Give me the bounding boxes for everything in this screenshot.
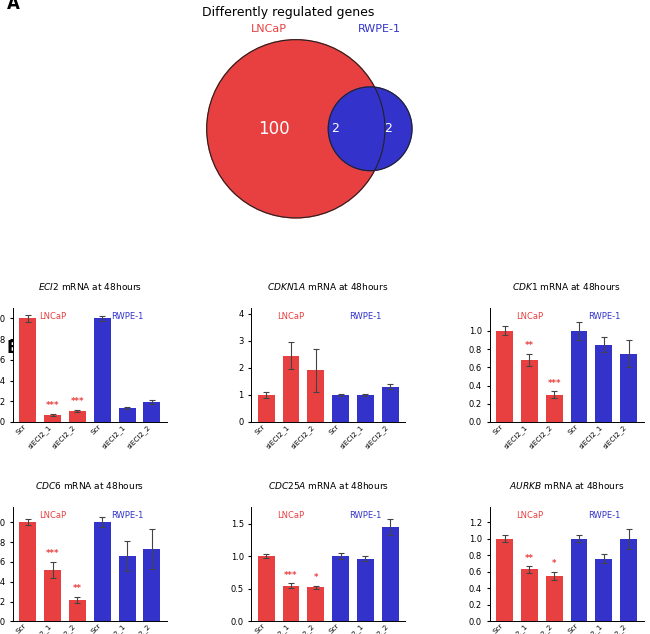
Bar <box>307 588 324 621</box>
Text: 2: 2 <box>384 122 391 135</box>
Text: LNCaP: LNCaP <box>278 311 305 321</box>
Bar <box>20 522 36 621</box>
Bar <box>357 559 374 621</box>
Bar <box>595 559 612 621</box>
Bar <box>69 600 86 621</box>
Bar <box>332 395 349 422</box>
Text: ***: *** <box>284 571 298 579</box>
Title: $\it{CDK1}$ mRNA at 48hours: $\it{CDK1}$ mRNA at 48hours <box>512 281 621 292</box>
Bar <box>357 395 374 422</box>
Text: RWPE-1: RWPE-1 <box>349 511 382 520</box>
Text: ***: *** <box>46 550 59 559</box>
Bar <box>258 395 275 422</box>
Circle shape <box>328 87 412 171</box>
Bar <box>144 403 161 422</box>
Bar <box>144 549 161 621</box>
Title: $\it{ECI2}$ mRNA at 48hours: $\it{ECI2}$ mRNA at 48hours <box>38 281 142 292</box>
Bar <box>595 344 612 422</box>
Bar <box>332 556 349 621</box>
Text: RWPE-1: RWPE-1 <box>358 24 401 34</box>
Text: ***: *** <box>71 397 84 406</box>
Text: RWPE-1: RWPE-1 <box>111 511 143 520</box>
Bar <box>571 331 588 422</box>
Bar <box>521 360 538 422</box>
Text: LNCaP: LNCaP <box>39 311 66 321</box>
Bar <box>382 527 398 621</box>
Bar <box>620 539 637 621</box>
Bar <box>44 570 61 621</box>
Title: $\it{AURKB}$ mRNA at 48hours: $\it{AURKB}$ mRNA at 48hours <box>509 481 624 491</box>
Bar <box>283 586 300 621</box>
Text: LNCaP: LNCaP <box>251 24 287 34</box>
Bar <box>69 411 86 422</box>
Bar <box>571 539 588 621</box>
Text: *: * <box>552 559 556 568</box>
Text: **: ** <box>525 341 534 350</box>
Bar <box>44 415 61 422</box>
Bar <box>496 539 513 621</box>
Text: 100: 100 <box>259 120 290 138</box>
Text: RWPE-1: RWPE-1 <box>111 311 143 321</box>
Circle shape <box>207 40 385 218</box>
Text: Differently regulated genes: Differently regulated genes <box>202 6 374 20</box>
Bar <box>94 318 111 422</box>
Bar <box>258 556 275 621</box>
Text: LNCaP: LNCaP <box>516 511 543 520</box>
Bar <box>307 370 324 422</box>
Bar <box>119 408 136 422</box>
Text: ***: *** <box>547 378 561 387</box>
Bar <box>119 556 136 621</box>
Bar <box>20 318 36 422</box>
Text: 2: 2 <box>331 122 339 135</box>
Bar <box>546 576 563 621</box>
Text: RWPE-1: RWPE-1 <box>349 311 382 321</box>
Title: $\it{CDKN1A}$ mRNA at 48hours: $\it{CDKN1A}$ mRNA at 48hours <box>267 281 389 292</box>
Bar <box>382 387 398 422</box>
Bar <box>620 354 637 422</box>
Bar <box>496 331 513 422</box>
Text: LNCaP: LNCaP <box>516 311 543 321</box>
Text: ***: *** <box>46 401 59 410</box>
Text: RWPE-1: RWPE-1 <box>588 511 620 520</box>
Text: LNCaP: LNCaP <box>278 511 305 520</box>
Title: $\it{CDC6}$ mRNA at 48hours: $\it{CDC6}$ mRNA at 48hours <box>35 481 144 491</box>
Text: RWPE-1: RWPE-1 <box>588 311 620 321</box>
Text: A: A <box>6 0 20 13</box>
Bar <box>521 569 538 621</box>
Text: *: * <box>313 573 318 582</box>
Title: $\it{CDC25A}$ mRNA at 48hours: $\it{CDC25A}$ mRNA at 48hours <box>268 481 389 491</box>
Bar <box>283 356 300 422</box>
Text: LNCaP: LNCaP <box>39 511 66 520</box>
Bar <box>546 394 563 422</box>
Text: B: B <box>6 339 19 357</box>
Bar <box>94 522 111 621</box>
Text: **: ** <box>73 584 82 593</box>
Text: **: ** <box>525 553 534 562</box>
